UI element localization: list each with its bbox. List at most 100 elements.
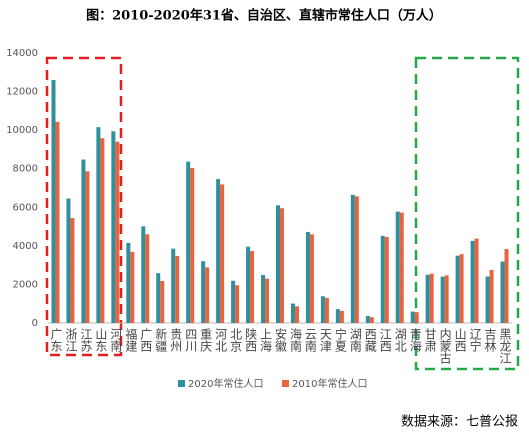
x-tick-label: 青海	[408, 328, 422, 352]
bar	[399, 212, 404, 323]
bar	[246, 246, 251, 323]
y-tick-label: 2000	[13, 279, 38, 290]
bar	[276, 205, 280, 323]
x-tick-label: 河南	[109, 328, 123, 352]
bar	[305, 231, 310, 323]
bar	[309, 234, 314, 323]
x-tick-label: 贵州	[169, 328, 183, 352]
bar	[235, 285, 240, 323]
bar	[186, 161, 191, 323]
x-tick-label: 甘肃	[423, 328, 437, 353]
bar	[51, 79, 56, 323]
bar	[440, 276, 445, 323]
x-tick-label: 宁夏	[333, 327, 347, 352]
x-tick-label: 河北	[214, 328, 228, 353]
bar	[55, 121, 60, 323]
x-tick-label: 天津	[318, 328, 332, 352]
bar	[470, 240, 475, 323]
x-tick-label: 湖南	[348, 327, 362, 352]
source-note: 数据来源：七普公报	[401, 415, 518, 430]
x-tick-label: 内蒙古	[438, 328, 452, 364]
legend-swatch	[178, 380, 185, 387]
highlight-box	[414, 56, 520, 371]
x-tick-label: 吉林	[483, 328, 497, 352]
bar	[354, 196, 359, 323]
bar	[201, 261, 206, 323]
x-tick-label: 湖北	[393, 327, 407, 353]
bar	[85, 171, 90, 323]
x-tick-label: 北京	[229, 328, 243, 353]
highlight-box	[45, 56, 123, 357]
bar	[384, 237, 389, 323]
x-tick-label: 广西	[139, 328, 153, 352]
bar	[205, 267, 210, 323]
bar	[130, 251, 135, 323]
bar	[190, 167, 195, 323]
x-tick-label: 山西	[453, 328, 467, 352]
bar	[290, 303, 295, 323]
bar	[265, 278, 270, 323]
legend-label: 2020年常住人口	[188, 377, 263, 390]
bar	[216, 179, 221, 323]
bar	[100, 138, 105, 323]
x-tick-label: 福建	[124, 327, 138, 353]
bar	[160, 280, 165, 323]
y-tick-label: 4000	[13, 241, 38, 252]
bar	[425, 274, 430, 323]
x-tick-label: 新疆	[154, 327, 168, 352]
bar	[324, 298, 329, 323]
x-tick-label: 海南	[288, 327, 302, 352]
bar	[500, 261, 505, 323]
bar	[294, 306, 299, 323]
bar	[414, 312, 419, 323]
chart-title: 图：2010-2020年31省、自治区、直辖市常住人口（万人）	[86, 8, 442, 24]
bar	[395, 211, 400, 323]
bar	[175, 255, 180, 323]
x-tick-label: 安徽	[274, 327, 288, 352]
bar	[250, 251, 255, 323]
legend-label: 2010年常住人口	[292, 377, 367, 390]
y-tick-label: 6000	[13, 202, 38, 213]
bar	[350, 194, 355, 323]
x-tick-label: 山东	[94, 328, 108, 352]
y-tick-label: 14000	[6, 48, 38, 59]
y-tick-label: 0	[32, 318, 38, 329]
bar	[369, 317, 374, 323]
bar	[410, 311, 415, 323]
y-tick-label: 8000	[13, 164, 38, 175]
x-tick-label: 重庆	[199, 328, 213, 352]
y-tick-label: 12000	[6, 87, 38, 98]
bar	[444, 275, 449, 323]
bar	[261, 275, 266, 323]
bar	[504, 249, 509, 323]
x-tick-label: 黑龙江	[498, 328, 512, 364]
bar	[115, 141, 120, 323]
bar	[455, 255, 460, 323]
y-tick-label: 10000	[6, 125, 38, 136]
bar	[141, 226, 146, 323]
legend-swatch	[282, 380, 289, 387]
x-tick-label: 浙江	[64, 328, 78, 352]
bar	[156, 273, 161, 323]
bar	[459, 254, 464, 323]
bar	[489, 270, 494, 323]
x-tick-label: 广东	[49, 328, 63, 352]
bar	[485, 276, 490, 323]
bar	[220, 184, 225, 323]
x-tick-label: 江西	[378, 328, 392, 352]
x-tick-label: 辽宁	[468, 328, 482, 352]
x-tick-label: 西藏	[363, 328, 377, 353]
x-tick-label: 陕西	[244, 327, 258, 352]
bar	[126, 242, 131, 323]
x-tick-label: 四川	[184, 328, 198, 352]
bar	[145, 234, 150, 323]
bar	[70, 218, 75, 323]
x-tick-label: 云南	[303, 328, 317, 352]
bar	[365, 315, 370, 323]
bar	[280, 208, 284, 323]
bar	[66, 198, 71, 323]
bar	[474, 238, 479, 323]
bar	[111, 131, 116, 323]
bar	[81, 159, 86, 323]
